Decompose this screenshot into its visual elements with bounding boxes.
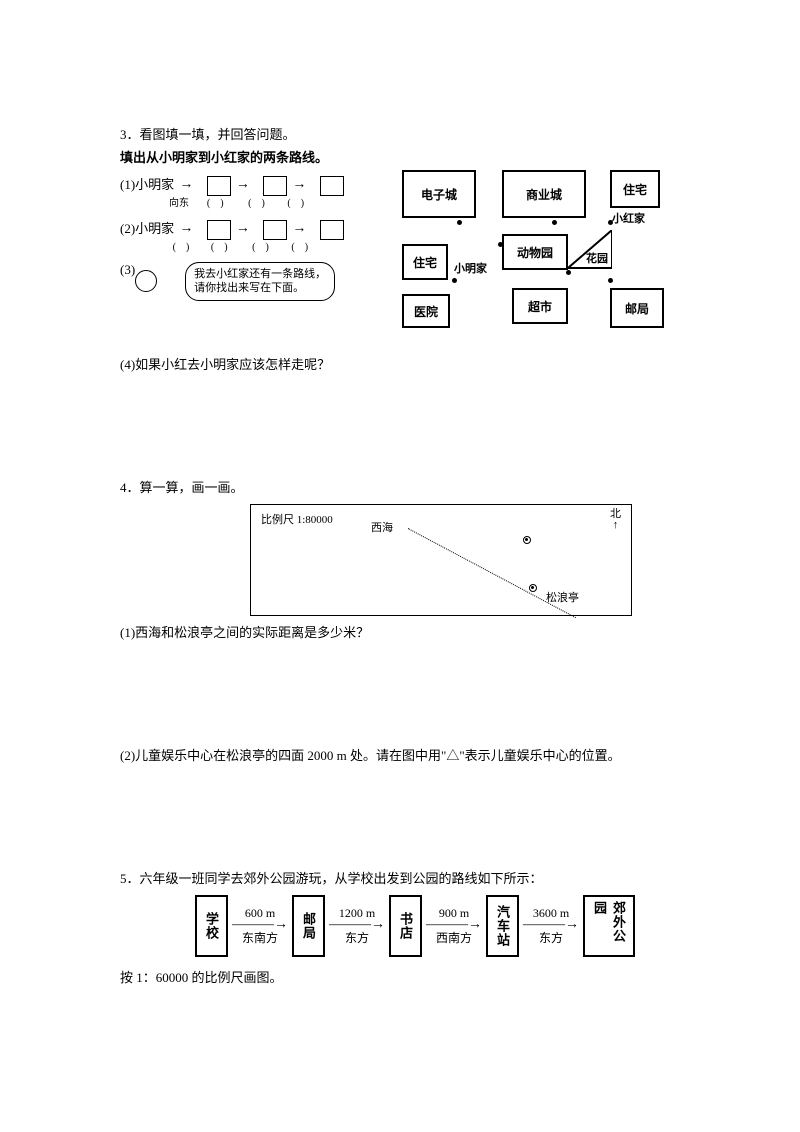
p3-row2-label: (2)小明家 (120, 221, 174, 236)
page: 3．看图填一填，并回答问题。 填出从小明家到小红家的两条路线。 (1)小明家 向… (0, 0, 800, 1030)
arrow-icon: ———→ (232, 921, 288, 929)
arrow-icon (290, 181, 316, 191)
p5-title: 5．六年级一班同学去郊外公园游玩，从学校出发到公园的路线如下所示： (120, 868, 690, 887)
map-chaoshi: 超市 (512, 288, 568, 324)
dot-icon (552, 220, 557, 225)
map-zhuzhai2: 住宅 (402, 244, 448, 280)
map-dongwuyuan: 动物园 (502, 234, 568, 270)
arrow-icon (177, 181, 203, 191)
p3-title: 3．看图填一填，并回答问题。 (120, 124, 690, 143)
dot-icon (452, 278, 457, 283)
dot-icon (608, 220, 613, 225)
point-icon (529, 584, 537, 592)
spacer (120, 425, 690, 473)
p4-q2: (2)儿童娱乐中心在松浪亭的四面 2000 m 处。请在图中用"△"表示儿童娱乐… (120, 745, 690, 764)
p4-xihai: 西海 (371, 519, 393, 535)
arrow-icon (177, 225, 203, 235)
p5-node-2: 书店 (389, 895, 422, 957)
bubble-line1: 我去小红家还有一条路线， (194, 268, 326, 280)
p3-row1: (1)小明家 向东 ( ) ( ) ( ) (120, 174, 390, 210)
paren: ( ) (278, 194, 314, 209)
p4-title: 4．算一算，画一画。 (120, 477, 690, 496)
bubble-line2: 请你找出来写在下面。 (194, 282, 304, 294)
p5-edge-0: 600 m ———→ 东南方 (230, 906, 290, 946)
map-huayuan-tri: 花园 (568, 230, 612, 270)
map-shangyecheng: 商业城 (502, 170, 586, 218)
p5-node-4: 郊外公园 (583, 895, 635, 957)
spacer (120, 768, 690, 816)
arrow-icon: ———→ (426, 921, 482, 929)
p4-diagram: 比例尺 1:80000 北↑ 西海 松浪亭 (250, 504, 632, 616)
speech-bubble: 我去小红家还有一条路线， 请你找出来写在下面。 (185, 262, 335, 301)
xihai-label: 西海 (371, 522, 393, 534)
p5-footer: 按 1：60000 的比例尺画图。 (120, 967, 690, 986)
paren: ( ) (166, 238, 196, 253)
map-zhuzhai1: 住宅 (610, 170, 660, 208)
arrow-icon: ———→ (523, 921, 579, 929)
map-dianzicheng: 电子城 (402, 170, 476, 218)
north-label: 北 (610, 508, 621, 520)
edge-dir: 西南方 (436, 929, 472, 946)
paren: ( ) (195, 194, 235, 209)
p5-edge-1: 1200 m ———→ 东方 (327, 906, 387, 946)
map-yiyuan: 医院 (402, 294, 450, 328)
fill-box[interactable] (207, 220, 231, 240)
arrow-icon (290, 225, 316, 235)
p5-node-0: 学校 (195, 895, 228, 957)
paren: ( ) (243, 238, 279, 253)
edge-dir: 东方 (345, 929, 369, 946)
map-huayuan: 花园 (586, 250, 608, 266)
p3-container: (1)小明家 向东 ( ) ( ) ( ) (2)小明家 (120, 170, 690, 340)
p5-node-1: 邮局 (292, 895, 325, 957)
paren: ( ) (282, 238, 318, 253)
arrow-icon (234, 181, 260, 191)
dot-icon (457, 220, 462, 225)
spacer (120, 816, 690, 864)
p3-row3: (3) 我去小红家还有一条路线， 请你找出来写在下面。 (120, 262, 390, 301)
p3-row1-label: (1)小明家 (120, 177, 174, 192)
fill-box[interactable] (263, 176, 287, 196)
p5-edge-2: 900 m ———→ 西南方 (424, 906, 484, 946)
dot-icon (498, 242, 503, 247)
p3-q4: (4)如果小红去小明家应该怎样走呢？ (120, 354, 690, 373)
p3-subtitle: 填出从小明家到小红家的两条路线。 (120, 147, 690, 166)
map-youju: 邮局 (610, 288, 664, 328)
dot-icon (608, 278, 613, 283)
slt-label: 松浪亭 (546, 592, 579, 604)
person-icon (135, 270, 157, 292)
p3-row3-num: (3) (120, 262, 135, 278)
edge-dir: 东南方 (242, 929, 278, 946)
fill-box[interactable] (263, 220, 287, 240)
p5-node-3: 汽车站 (486, 895, 519, 957)
p3-map: 电子城 商业城 住宅 小红家 住宅 小明家 动物园 花园 医院 超市 邮局 (402, 170, 690, 340)
p3-left: (1)小明家 向东 ( ) ( ) ( ) (2)小明家 (120, 170, 390, 301)
paren: ( ) (199, 238, 239, 253)
point-icon (523, 536, 531, 544)
fill-box[interactable] (320, 220, 344, 240)
dot-icon (566, 270, 571, 275)
spacer (120, 645, 690, 693)
p5-flow: 学校 600 m ———→ 东南方 邮局 1200 m ———→ 东方 书店 9… (140, 895, 690, 957)
p4-songlangting: 松浪亭 (546, 589, 579, 605)
p5-edge-3: 3600 m ———→ 东方 (521, 906, 581, 946)
xiangdong: 向东 (166, 194, 192, 209)
arrow-icon (234, 225, 260, 235)
map-xiaoming: 小明家 (454, 260, 487, 276)
map-xiaohong: 小红家 (612, 210, 645, 226)
edge-dir: 东方 (539, 929, 563, 946)
p4-scale: 比例尺 1:80000 (261, 511, 333, 527)
p4-q1: (1)西海和松浪亭之间的实际距离是多少米？ (120, 622, 690, 641)
paren: ( ) (239, 194, 275, 209)
north-icon: 北↑ (610, 509, 621, 531)
p3-row2: (2)小明家 ( ) ( ) ( ) ( ) (120, 218, 390, 254)
fill-box[interactable] (320, 176, 344, 196)
arrow-icon: ———→ (329, 921, 385, 929)
spacer (120, 693, 690, 741)
fill-box[interactable] (207, 176, 231, 196)
spacer (120, 377, 690, 425)
